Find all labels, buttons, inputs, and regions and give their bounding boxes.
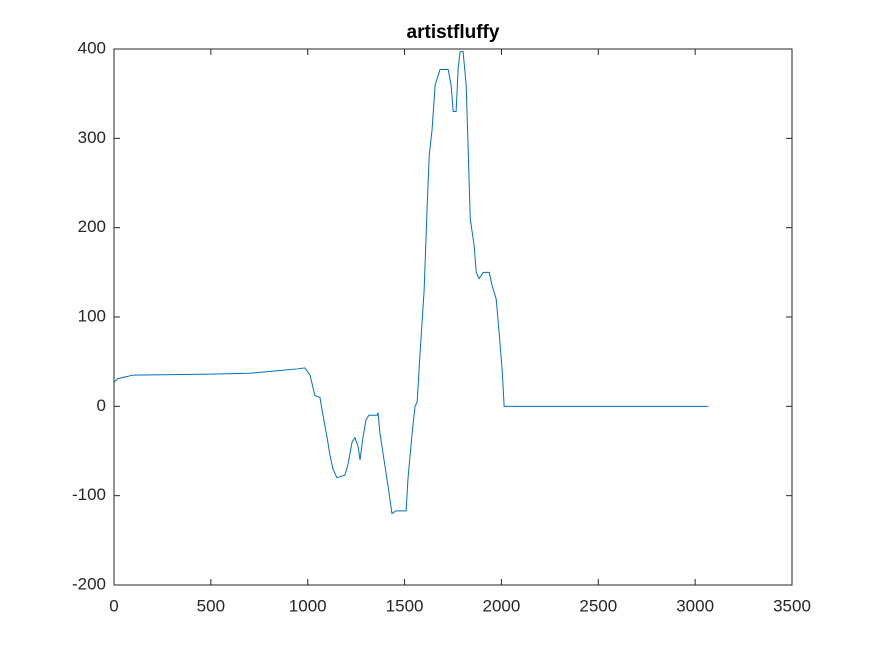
line — [113, 51, 709, 515]
y-tick-label: 100 — [78, 306, 106, 325]
x-tick-label: 0 — [109, 596, 118, 615]
x-tick-label: 2000 — [483, 596, 521, 615]
x-tick-label: 3500 — [773, 596, 811, 615]
y-tick-label: 400 — [78, 38, 106, 57]
axes-box — [113, 48, 793, 586]
x-tick-label: 1500 — [386, 596, 424, 615]
x-tick-label: 1000 — [289, 596, 327, 615]
y-tick-label: -100 — [72, 485, 106, 504]
x-tick-label: 500 — [197, 596, 225, 615]
y-tick-label: 300 — [78, 128, 106, 147]
y-tick-label: 0 — [97, 396, 106, 415]
x-tick-label: 3000 — [676, 596, 714, 615]
x-tick-label: 2500 — [579, 596, 617, 615]
chart-title: artistfluffy — [407, 22, 500, 43]
y-tick-label: 200 — [78, 217, 106, 236]
y-tick-label: -200 — [72, 574, 106, 593]
